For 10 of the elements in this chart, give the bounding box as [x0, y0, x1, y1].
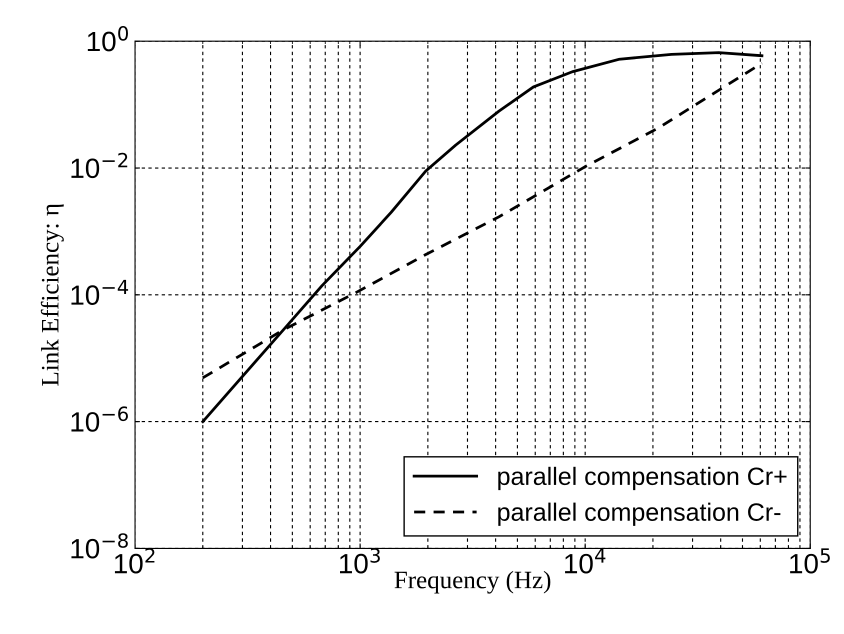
y-tick-label: 10$^{0}$ — [88, 26, 128, 52]
y-tick-label: 10$^{−2}$ — [71, 152, 128, 178]
y-tick-label: 10$^{−4}$ — [71, 280, 128, 305]
x-axis-title: Frequency (Hz) — [394, 570, 550, 594]
y-axis-title: Link Efficiency: η — [40, 204, 64, 386]
y-tick-label: 10$^{−6}$ — [71, 406, 128, 432]
x-tick-label: 10$^{4}$ — [565, 548, 606, 574]
x-tick-label: 10$^{5}$ — [790, 548, 830, 574]
legend-label: parallel compensation Cr+ — [498, 466, 787, 490]
legend-label: parallel compensation Cr- — [498, 502, 780, 526]
